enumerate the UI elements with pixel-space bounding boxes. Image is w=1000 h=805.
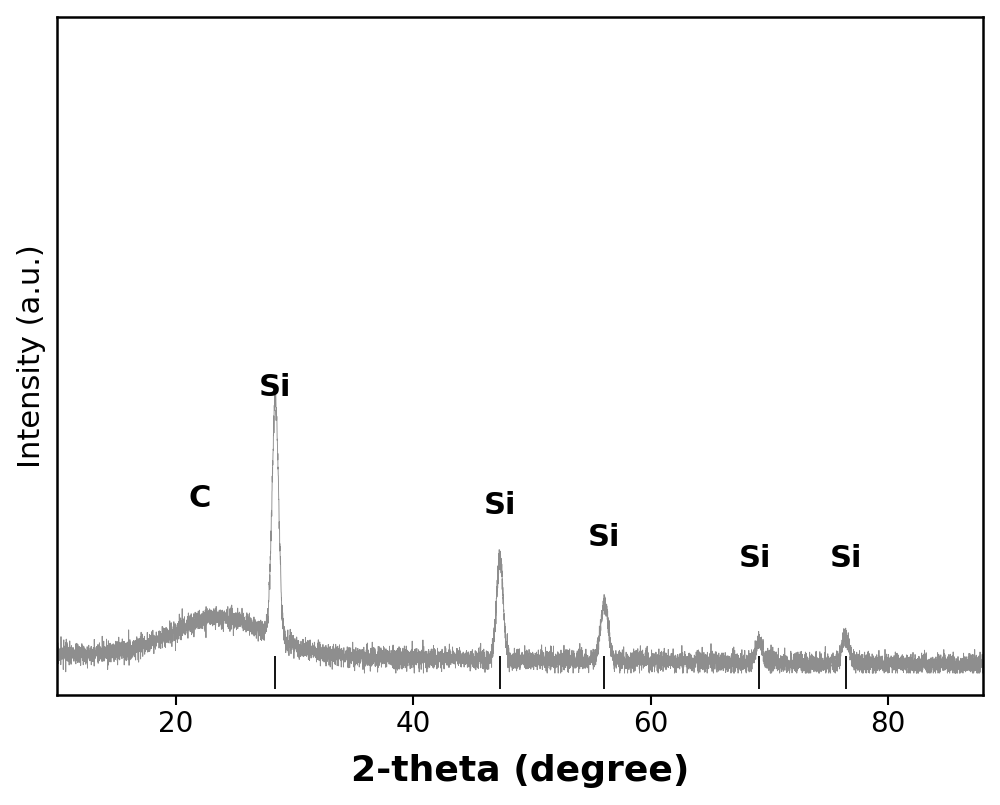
Text: C: C <box>188 484 211 513</box>
Text: Si: Si <box>259 374 292 402</box>
Text: Si: Si <box>739 544 772 573</box>
X-axis label: 2-theta (degree): 2-theta (degree) <box>351 754 689 788</box>
Text: Si: Si <box>829 544 862 573</box>
Text: Si: Si <box>484 491 516 520</box>
Text: Si: Si <box>588 523 621 552</box>
Y-axis label: Intensity (a.u.): Intensity (a.u.) <box>17 244 46 468</box>
